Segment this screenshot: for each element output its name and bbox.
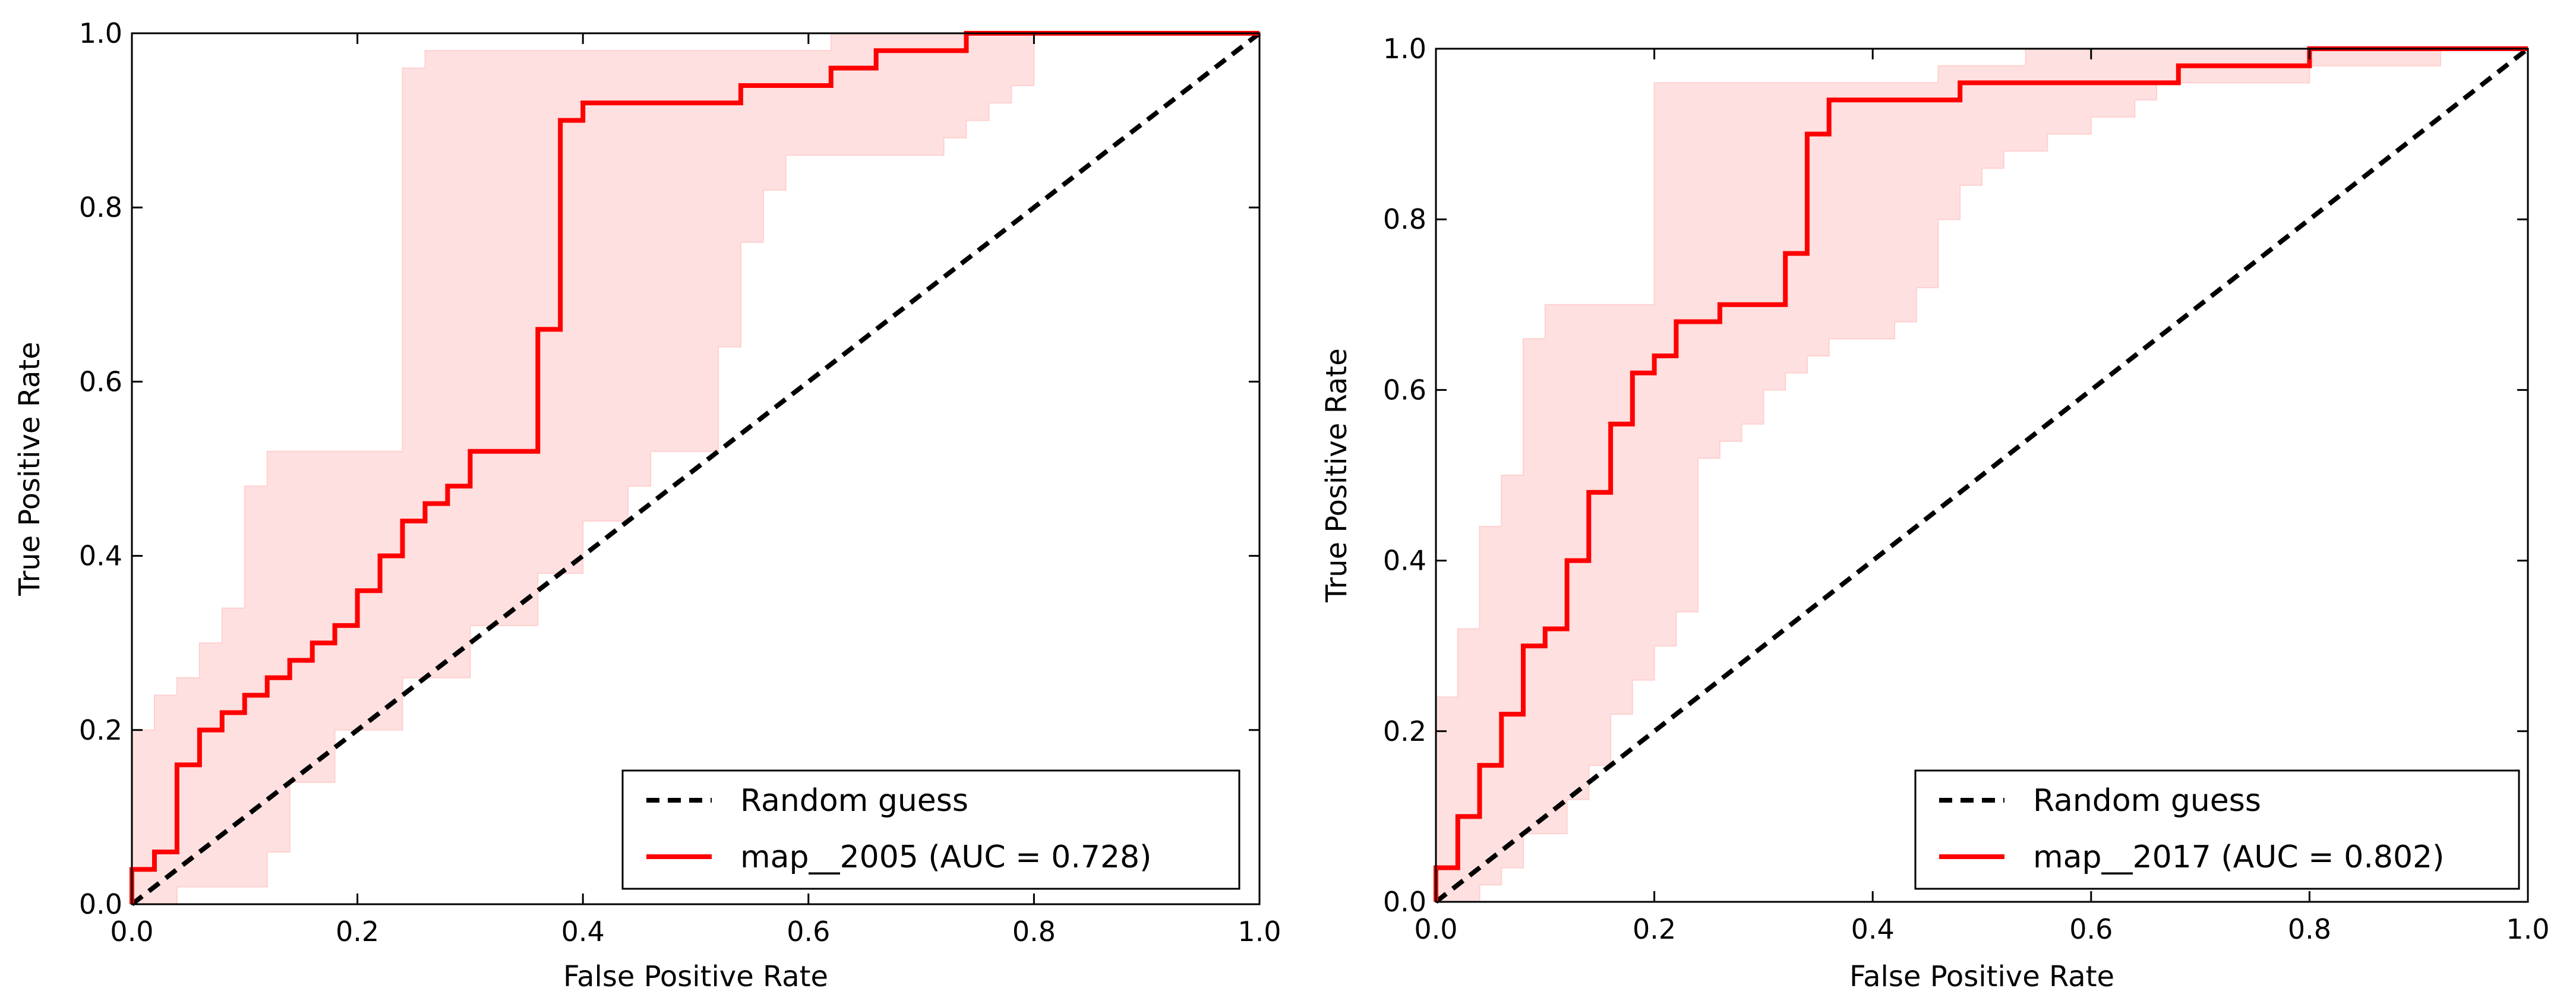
x-tick-label: 1.0: [1238, 916, 1281, 948]
axes-frame: [131, 32, 1261, 905]
legend-box: [1914, 769, 2520, 890]
x-tick-label: 0.6: [2069, 913, 2113, 945]
y-tick-label: 1.0: [1383, 33, 1426, 65]
random-guess-line: [1434, 46, 2530, 904]
y-tick-label: 0.4: [79, 540, 122, 572]
y-tick-label: 0.0: [79, 888, 122, 920]
legend-entry: Random guess: [740, 783, 968, 819]
legend: Random guess map__2017 (AUC = 0.802): [1914, 769, 2520, 890]
x-tick-label: 0.0: [1414, 913, 1457, 945]
x-tick-label: 0.0: [110, 916, 153, 948]
y-tick-label: 0.6: [1383, 374, 1426, 406]
y-tick-label: 0.8: [1383, 203, 1426, 235]
confidence-band: [131, 33, 1259, 905]
x-tick-label: 0.8: [1012, 916, 1056, 948]
legend-entry: Random guess: [2033, 783, 2261, 819]
legend: Random guess map__2005 (AUC = 0.728): [621, 769, 1240, 890]
legend-entry: map__2005 (AUC = 0.728): [740, 839, 1151, 875]
confidence-band: [1435, 48, 2528, 902]
x-axis-label: False Positive Rate: [563, 960, 828, 993]
roc-panel-1: 0.0 0.2 0.4 0.6 0.8 1.0 0.0 0.2 0.4 0.6 0.8 1.0 Fals…: [13, 17, 1281, 993]
x-axis-label: False Positive Rate: [1849, 960, 2114, 993]
roc-curve-line: [1434, 46, 2528, 902]
y-tick-label: 0.4: [1383, 545, 1426, 577]
y-tick-label: 0.2: [1383, 715, 1426, 747]
legend-box: [621, 769, 1240, 890]
x-tick-label: 0.6: [787, 916, 830, 948]
y-tick-label: 0.8: [79, 191, 122, 223]
x-tick-label: 0.8: [2288, 913, 2331, 945]
y-axis-label: True Positive Rate: [13, 342, 46, 596]
x-tick-label: 1.0: [2506, 913, 2549, 945]
x-tick-label: 0.4: [1851, 913, 1895, 945]
x-tick-label: 0.2: [1633, 913, 1676, 945]
legend-entry: map__2017 (AUC = 0.802): [2033, 839, 2444, 875]
axes-frame: [1435, 48, 2529, 903]
y-tick-label: 1.0: [79, 17, 122, 49]
y-axis-label: True Positive Rate: [1320, 348, 1353, 603]
y-tick-label: 0.6: [79, 365, 122, 397]
roc-curve-line: [130, 31, 1259, 904]
random-guess-line: [130, 31, 1261, 907]
roc-panel-2: 0.0 0.2 0.4 0.6 0.8 1.0 0.0 0.2 0.4 0.6 0.8 1.0 Fals…: [1320, 33, 2550, 993]
y-tick-label: 0.0: [1383, 886, 1426, 918]
x-tick-label: 0.4: [561, 916, 605, 948]
x-tick-label: 0.2: [336, 916, 379, 948]
y-tick-label: 0.2: [79, 714, 122, 746]
